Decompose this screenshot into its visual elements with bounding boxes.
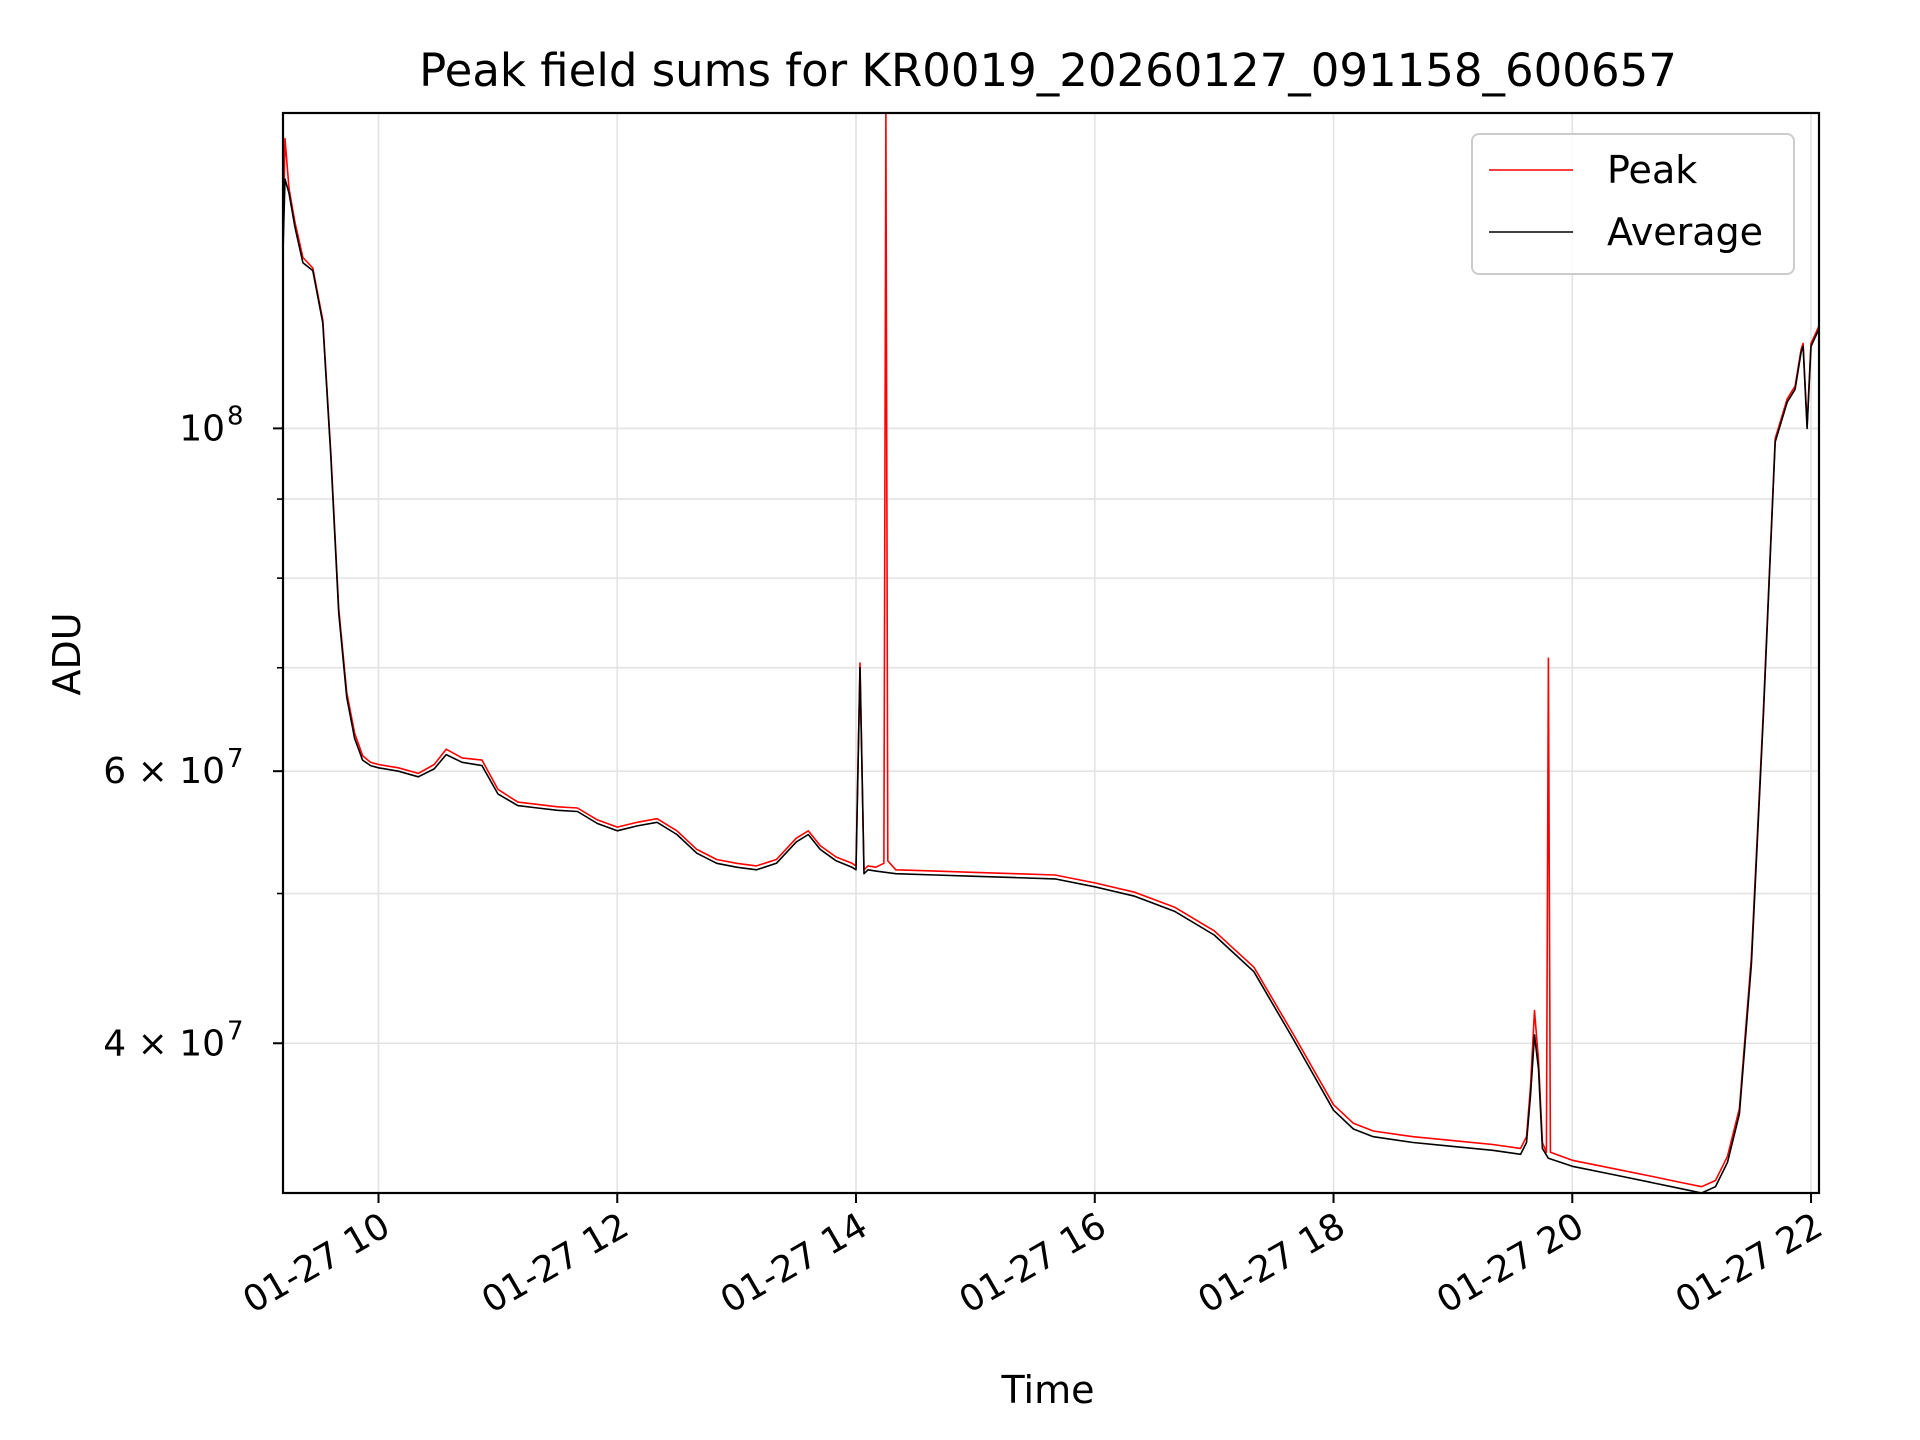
- series-line-peak: [282, 112, 1820, 1188]
- y-tick-label-1: 6 × 10: [103, 751, 225, 792]
- axes-frame: [281, 111, 1821, 1195]
- legend: Peak Average: [1471, 133, 1795, 275]
- plot-area: [282, 112, 1820, 1194]
- y-tick-label-2: 4 × 10: [103, 1023, 225, 1064]
- legend-label-peak: Peak: [1607, 148, 1697, 192]
- chart-title: Peak field sums for KR0019_20260127_0911…: [419, 44, 1677, 97]
- grid: [283, 113, 1819, 1193]
- y-axis-label: ADU: [45, 612, 89, 695]
- y-tick-label-exp-0: 8: [227, 401, 244, 431]
- y-tick-label-0: 10: [179, 408, 225, 449]
- x-axis-label: Time: [1001, 1368, 1095, 1412]
- series-line-average: [282, 178, 1820, 1194]
- legend-box: [1471, 133, 1795, 275]
- legend-label-average: Average: [1607, 210, 1763, 254]
- y-tick-label-exp-2: 7: [227, 1016, 244, 1046]
- y-tick-label-exp-1: 7: [227, 744, 244, 774]
